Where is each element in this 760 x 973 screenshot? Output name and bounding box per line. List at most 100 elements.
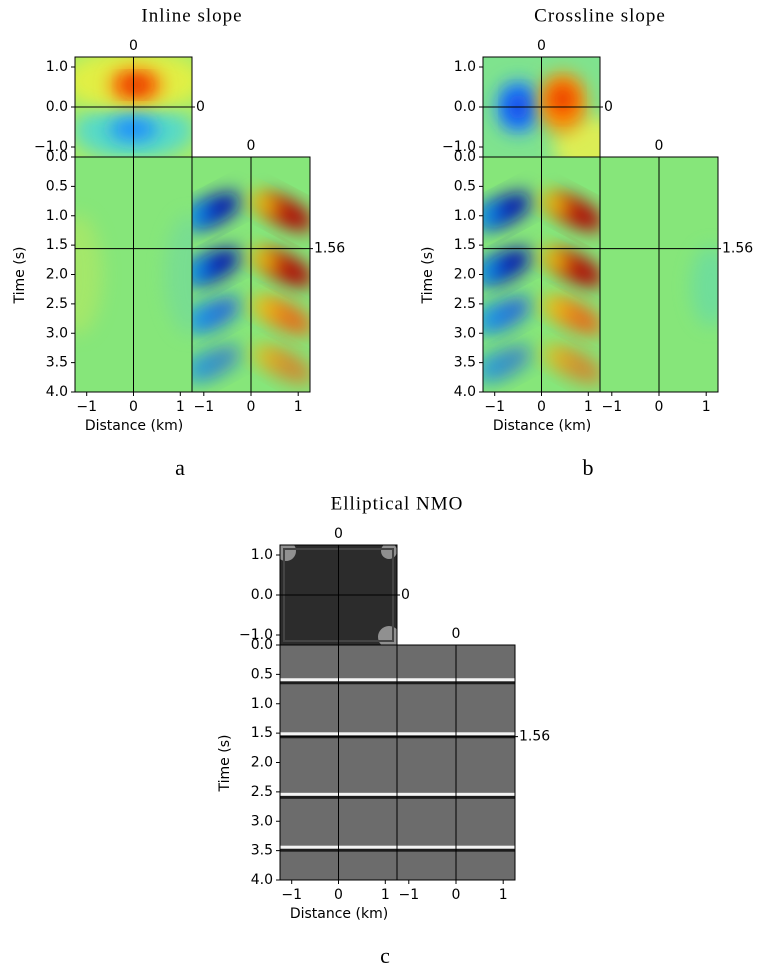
y-tick-label: 4.0	[251, 872, 273, 888]
panel-title: Elliptical NMO	[331, 493, 464, 514]
x-tick-label: −1	[484, 399, 505, 415]
x-tick-label: −1	[281, 887, 302, 903]
crossline-slice-label: 0	[655, 138, 664, 154]
amplitude-blob	[248, 344, 282, 369]
panel-letter: c	[380, 943, 390, 968]
y-tick-label: 3.5	[454, 355, 476, 371]
y-tick-label: 2.0	[251, 755, 273, 771]
y-tick-label: 3.0	[454, 325, 476, 341]
amplitude-blob	[690, 246, 718, 327]
crossline-slice-label: 0	[247, 138, 256, 154]
image-face	[483, 157, 600, 392]
y-tick-label: 0.0	[46, 149, 68, 165]
x-tick-label: 0	[452, 887, 461, 903]
amplitude-blob	[75, 214, 103, 335]
time-slice-label: 1.56	[722, 241, 753, 257]
x-tick-label: −1	[398, 887, 419, 903]
y-tick-label: 0.0	[251, 587, 273, 603]
y-tick-label: 1.0	[46, 59, 68, 75]
amplitude-blob	[248, 247, 282, 273]
amplitude-blob	[192, 306, 214, 334]
y-tick-label: 3.0	[251, 813, 273, 829]
amplitude-blob	[483, 306, 505, 334]
y-tick-label: 0.5	[454, 178, 476, 194]
y-axis-label: Time (s)	[420, 247, 436, 305]
y-tick-label: 1.0	[46, 208, 68, 224]
inline-slice-label: 0	[334, 526, 343, 542]
y-tick-label: 1.0	[454, 59, 476, 75]
x-tick-label: 1	[381, 887, 390, 903]
inline-slice-label: 0	[537, 38, 546, 54]
image-face	[192, 157, 310, 392]
time-slice-label: 1.56	[314, 241, 345, 257]
x-axis-label: Distance (km)	[85, 418, 183, 434]
y-tick-label: 3.0	[46, 325, 68, 341]
y-tick-label: 0.5	[46, 178, 68, 194]
image-face	[600, 157, 718, 392]
y-tick-label: 1.5	[251, 725, 273, 741]
y-tick-label: 2.5	[454, 296, 476, 312]
y-tick-label: 1.0	[251, 696, 273, 712]
y-tick-label: 0.5	[251, 666, 273, 682]
crossline-slice-label: 0	[401, 587, 410, 603]
panel-title: Crossline slope	[534, 5, 666, 26]
crossline-slice-label: 0	[452, 626, 461, 642]
amplitude-blob	[550, 85, 575, 113]
x-tick-label: 0	[537, 399, 546, 415]
panel-letter: a	[175, 455, 185, 480]
y-tick-label: 0.0	[46, 99, 68, 115]
x-axis-label: Distance (km)	[493, 418, 591, 434]
y-tick-label: 3.5	[251, 843, 273, 859]
crossline-slice-label: 0	[604, 99, 613, 115]
x-tick-label: 1	[584, 399, 593, 415]
panel-title: Inline slope	[141, 5, 242, 26]
x-tick-label: 1	[294, 399, 303, 415]
y-tick-label: 2.0	[46, 267, 68, 283]
y-tick-label: −1.0	[442, 139, 476, 155]
y-tick-label: 1.0	[251, 547, 273, 563]
amplitude-blob	[483, 202, 505, 230]
crossline-slice-label: 0	[196, 99, 205, 115]
x-axis-label: Distance (km)	[290, 906, 388, 922]
amplitude-blob	[123, 77, 148, 93]
amplitude-blob	[483, 258, 505, 286]
y-tick-label: 2.0	[454, 267, 476, 283]
amplitude-blob	[192, 202, 214, 230]
y-tick-label: 2.5	[46, 296, 68, 312]
x-tick-label: 0	[129, 399, 138, 415]
amplitude-blob	[164, 214, 192, 335]
amplitude-blob	[248, 191, 282, 217]
x-tick-label: 0	[247, 399, 256, 415]
y-tick-label: 0.0	[454, 149, 476, 165]
y-tick-label: 4.0	[454, 384, 476, 400]
x-tick-label: −1	[76, 399, 97, 415]
x-tick-label: 1	[702, 399, 711, 415]
x-tick-label: 1	[499, 887, 508, 903]
inline-slice-label: 0	[129, 38, 138, 54]
y-tick-label: 0.0	[454, 99, 476, 115]
x-tick-label: −1	[601, 399, 622, 415]
x-tick-label: 1	[176, 399, 185, 415]
y-tick-label: 1.0	[454, 208, 476, 224]
amplitude-blob	[483, 354, 505, 383]
y-axis-label: Time (s)	[217, 735, 233, 793]
y-tick-label: 1.5	[454, 237, 476, 253]
time-slice-label: 1.56	[519, 729, 550, 745]
y-tick-label: 2.5	[251, 784, 273, 800]
amplitude-blob	[192, 354, 214, 383]
y-tick-label: −1.0	[34, 139, 68, 155]
amplitude-blob	[538, 247, 573, 273]
amplitude-blob	[192, 258, 214, 286]
y-tick-label: 3.5	[46, 355, 68, 371]
amplitude-blob	[538, 295, 573, 321]
x-tick-label: 0	[334, 887, 343, 903]
amplitude-blob	[248, 295, 282, 321]
y-tick-label: 0.0	[251, 637, 273, 653]
panel-letter: b	[583, 455, 594, 480]
y-tick-label: 4.0	[46, 384, 68, 400]
edge-artifact	[280, 545, 296, 561]
x-tick-label: 0	[655, 399, 664, 415]
y-axis-label: Time (s)	[12, 247, 28, 305]
y-tick-label: 1.5	[46, 237, 68, 253]
